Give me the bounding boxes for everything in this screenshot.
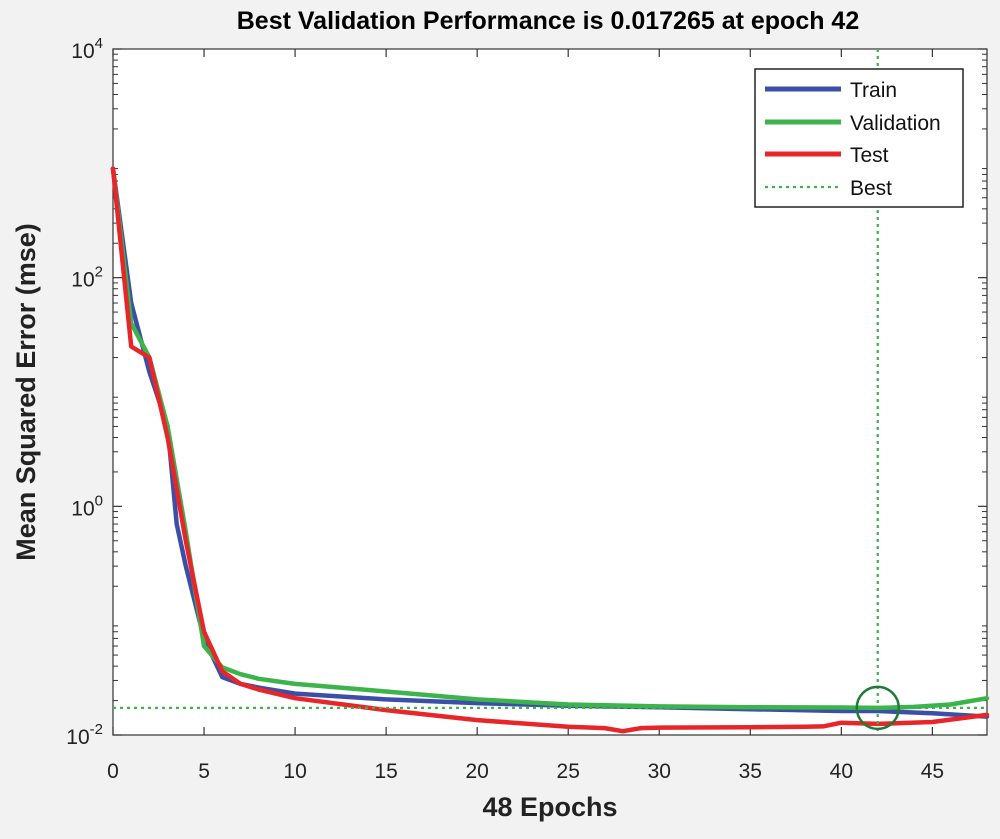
y-tick-label: 102 (71, 264, 103, 292)
x-tick-label: 0 (107, 760, 119, 783)
legend-label-train: Train (850, 79, 897, 102)
legend-label-best: Best (850, 177, 892, 200)
x-axis-label: 48 Epochs (482, 792, 617, 822)
x-tick-label: 5 (198, 760, 210, 783)
x-tick-label: 35 (739, 760, 762, 783)
legend: Train Validation Test Best (754, 68, 964, 208)
x-tick-label: 10 (283, 760, 306, 783)
axis-ticks: 0 5 10 15 20 25 30 35 40 45 10-2 100 102 104 (66, 35, 987, 783)
x-tick-label: 15 (374, 760, 397, 783)
x-tick-label: 40 (830, 760, 853, 783)
best-point-marker (855, 685, 900, 731)
y-axis-label: Mean Squared Error (mse) (11, 223, 41, 561)
y-tick-label: 10-2 (66, 721, 103, 749)
x-tick-label: 20 (465, 760, 488, 783)
legend-label-validation: Validation (850, 112, 941, 135)
legend-label-test: Test (850, 144, 889, 167)
x-tick-label: 25 (557, 760, 580, 783)
y-tick-label: 104 (71, 35, 103, 63)
legend-box (754, 68, 964, 208)
series-line-test (110, 166, 990, 734)
chart-title: Best Validation Performance is 0.017265 … (237, 7, 860, 35)
y-tick-label: 100 (71, 492, 103, 520)
x-tick-label: 45 (921, 760, 944, 783)
x-tick-label: 30 (648, 760, 671, 783)
